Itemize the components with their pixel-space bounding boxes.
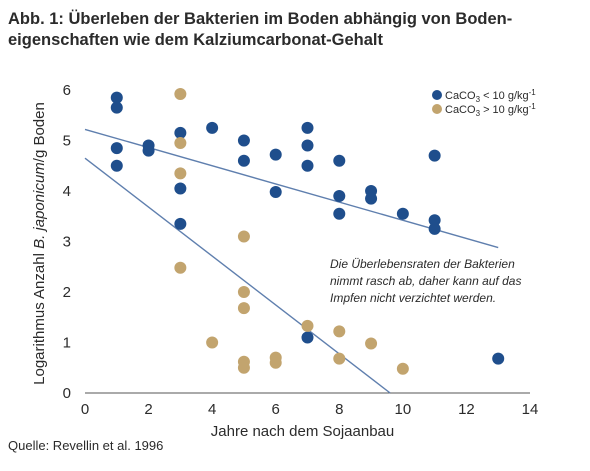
data-point-series-2 xyxy=(333,325,346,338)
data-point-series-1 xyxy=(174,126,187,139)
data-point-series-1 xyxy=(428,149,441,162)
x-tick-label: 2 xyxy=(144,401,152,418)
chart-title-line-1: Abb. 1: Überleben der Bakterien im Boden… xyxy=(8,10,513,28)
chart-title-line-2: eigenschaften wie dem Kalziumcarbonat-Ge… xyxy=(8,31,384,49)
x-tick-label: 4 xyxy=(208,401,216,418)
data-point-series-1 xyxy=(333,190,346,203)
chart-title: Abb. 1: Überleben der Bakterien im Boden… xyxy=(8,9,583,51)
data-point-series-2 xyxy=(174,261,187,274)
annotation: Die Überlebensraten der Bakterien nimmt r… xyxy=(330,257,521,305)
data-point-series-1 xyxy=(206,121,219,134)
legend-label-series-2: CaCO3 > 10 g/kg-1 xyxy=(445,102,536,118)
data-point-series-1 xyxy=(301,159,314,172)
data-point-series-1 xyxy=(301,331,314,344)
legend-marker-series-2 xyxy=(432,104,442,114)
data-point-series-2 xyxy=(396,362,409,375)
y-tick-label: 1 xyxy=(63,335,71,352)
legend-label-series-1: CaCO3 < 10 g/kg-1 xyxy=(445,88,536,104)
y-tick-label: 4 xyxy=(63,183,71,200)
source-note: Quelle: Revellin et al. 1996 xyxy=(8,438,164,453)
data-point-series-1 xyxy=(110,91,123,104)
y-tick-label: 6 xyxy=(63,82,71,99)
x-tick-label: 6 xyxy=(272,401,280,418)
data-point-series-2 xyxy=(333,352,346,365)
y-tick-label: 2 xyxy=(63,284,71,301)
data-point-series-2 xyxy=(301,319,314,332)
data-point-series-1 xyxy=(396,207,409,220)
y-axis-label-italic: B. japonicum xyxy=(31,162,48,249)
data-point-series-2 xyxy=(269,356,282,369)
data-point-series-1 xyxy=(237,154,250,167)
x-tick-label: 14 xyxy=(522,401,539,418)
y-tick-label: 0 xyxy=(63,385,71,402)
data-point-series-1 xyxy=(365,192,378,205)
data-point-series-2 xyxy=(174,137,187,150)
annotation-line: Die Überlebensraten der Bakterien xyxy=(330,257,515,271)
data-point-series-1 xyxy=(301,121,314,134)
y-tick-label: 3 xyxy=(63,234,71,251)
x-tick-label: 12 xyxy=(458,401,475,418)
data-point-series-2 xyxy=(237,286,250,298)
annotation-line: nimmt rasch ab, daher kann auf das xyxy=(330,274,521,288)
data-point-series-1 xyxy=(269,186,282,199)
data-point-series-1 xyxy=(110,142,123,155)
data-point-series-2 xyxy=(237,230,250,243)
data-point-series-2 xyxy=(237,302,250,315)
data-points xyxy=(110,88,505,375)
x-axis-label: Jahre nach dem Sojaanbau xyxy=(211,423,394,440)
legend-marker-series-1 xyxy=(432,90,442,100)
data-point-series-2 xyxy=(174,167,187,180)
data-point-series-2 xyxy=(206,336,219,349)
y-tick-label: 5 xyxy=(63,133,71,150)
data-point-series-1 xyxy=(237,134,250,147)
x-tick-label: 0 xyxy=(81,401,89,418)
data-point-series-2 xyxy=(174,88,187,101)
data-point-series-2 xyxy=(237,361,250,374)
data-point-series-2 xyxy=(365,337,378,350)
data-point-series-1 xyxy=(301,139,314,152)
data-point-series-1 xyxy=(428,214,441,227)
data-point-series-1 xyxy=(110,101,123,114)
annotation-line: Impfen nicht verzichtet werden. xyxy=(330,291,496,305)
data-point-series-1 xyxy=(174,182,187,195)
data-point-series-1 xyxy=(333,154,346,167)
y-axis-label: Logarithmus Anzahl B. japonicum/g Boden xyxy=(31,102,48,385)
y-axis-label-prefix: Logarithmus Anzahl xyxy=(31,249,48,385)
data-point-series-1 xyxy=(142,144,155,157)
x-tick-label: 8 xyxy=(335,401,343,418)
data-point-series-1 xyxy=(110,159,123,172)
data-point-series-1 xyxy=(492,352,505,365)
y-axis-label-suffix: /g Boden xyxy=(31,102,48,162)
data-point-series-1 xyxy=(333,207,346,220)
data-point-series-1 xyxy=(174,217,187,230)
data-point-series-1 xyxy=(428,222,441,235)
data-point-series-1 xyxy=(269,148,282,161)
x-tick-label: 10 xyxy=(395,401,412,418)
